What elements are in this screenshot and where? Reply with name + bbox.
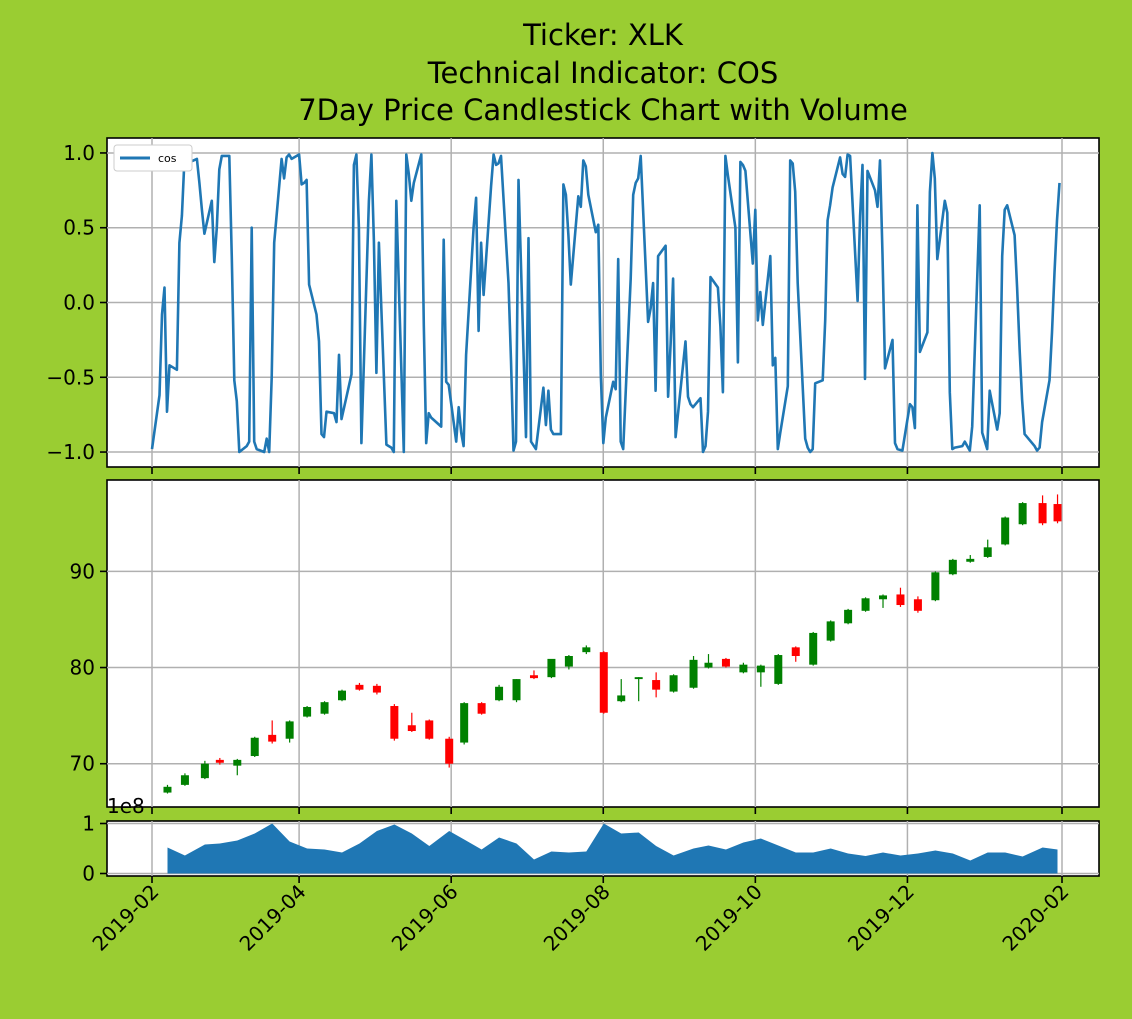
- price-y-ticks: 70 80 90: [70, 559, 107, 776]
- title-line-1: Ticker: XLK: [522, 18, 684, 52]
- candle-body-42: [896, 594, 905, 606]
- candle-body-17: [460, 703, 469, 743]
- title-line-2: Technical Indicator: COS: [427, 56, 779, 90]
- volume-offset-label: 1e8: [107, 794, 145, 818]
- candle-body-10: [338, 690, 346, 701]
- volume-area: [167, 823, 1058, 874]
- candle-body-38: [826, 621, 835, 641]
- candle-body-49: [1018, 503, 1027, 525]
- candle-body-23: [564, 656, 573, 667]
- indicator-panel: 1.0 0.5 0.0 −0.5 −1.0 cos: [46, 137, 1100, 474]
- candle-body-5: [250, 737, 259, 757]
- indicator-ytick-label-4: −1.0: [46, 440, 95, 464]
- candle-body-43: [913, 599, 922, 611]
- candle-body-41: [879, 595, 888, 600]
- candle-body-47: [983, 547, 992, 557]
- indicator-x-ticks: [151, 467, 1063, 474]
- candle-body-51: [1053, 504, 1062, 522]
- candle-body-39: [844, 609, 853, 624]
- indicator-ytick-label-0: 1.0: [63, 141, 95, 165]
- candle-body-16: [445, 738, 454, 764]
- candle-body-37: [809, 632, 818, 665]
- cos-line: [150, 151, 1061, 454]
- candle-body-46: [966, 558, 975, 562]
- price-ytick-label-2: 90: [70, 559, 95, 583]
- candle-body-29: [669, 675, 678, 692]
- candle-body-13: [390, 706, 399, 739]
- candle-body-6: [268, 734, 277, 742]
- volume-ytick-label-1: 1: [82, 812, 95, 836]
- candle-body-22: [547, 658, 556, 678]
- candle-body-36: [791, 647, 800, 657]
- candle-body-32: [721, 658, 730, 667]
- candle-body-4: [233, 759, 242, 766]
- candle-body-20: [512, 679, 521, 701]
- candle-body-27: [634, 677, 643, 680]
- candle-body-44: [931, 572, 940, 601]
- indicator-ytick-label-2: 0.0: [63, 291, 95, 315]
- title-line-3: 7Day Price Candlestick Chart with Volume: [298, 93, 908, 127]
- candle-body-35: [774, 655, 783, 684]
- price-ytick-label-1: 80: [70, 656, 95, 680]
- candle-body-30: [689, 659, 698, 688]
- candlesticks: [163, 494, 1062, 794]
- candle-body-14: [407, 725, 416, 732]
- price-ytick-label-0: 70: [70, 752, 95, 776]
- figure-title: Ticker: XLK Technical Indicator: COS 7Da…: [298, 18, 908, 127]
- candle-body-0: [163, 786, 172, 793]
- indicator-ytick-label-3: −0.5: [46, 365, 95, 389]
- candle-body-19: [495, 686, 504, 701]
- volume-y-ticks: 01: [82, 812, 107, 886]
- candle-body-24: [582, 647, 591, 653]
- candle-body-40: [861, 598, 870, 611]
- candle-body-12: [372, 685, 381, 693]
- volume-x-ticks: [151, 876, 1063, 883]
- candle-body-45: [948, 559, 957, 575]
- volume-ytick-label-0: 0: [82, 862, 95, 886]
- candle-body-8: [303, 706, 312, 717]
- candle-body-34: [756, 665, 765, 673]
- candle-body-25: [599, 652, 608, 713]
- candle-body-18: [477, 703, 486, 714]
- candle-body-11: [355, 684, 364, 690]
- candle-body-50: [1038, 503, 1047, 524]
- candle-body-15: [425, 720, 434, 739]
- candle-body-31: [704, 662, 713, 668]
- candle-body-3: [215, 759, 224, 763]
- candle-body-28: [652, 680, 661, 690]
- legend-box: [113, 144, 193, 172]
- volume-panel: 01 1e8: [82, 794, 1100, 886]
- candle-body-21: [529, 675, 538, 679]
- price-x-ticks: [151, 807, 1063, 814]
- price-panel: 70 80 90: [70, 479, 1100, 814]
- candle-body-33: [739, 664, 748, 673]
- indicator-legend: cos: [113, 144, 193, 172]
- candle-body-48: [1001, 517, 1010, 545]
- candle-body-1: [180, 775, 189, 785]
- candle-body-9: [320, 702, 329, 714]
- legend-label-cos: cos: [158, 152, 177, 165]
- candle-body-26: [617, 695, 626, 702]
- indicator-ytick-label-1: 0.5: [63, 216, 95, 240]
- candle-body-7: [285, 721, 294, 739]
- candle-body-2: [200, 763, 209, 779]
- indicator-y-ticks: 1.0 0.5 0.0 −0.5 −1.0: [46, 141, 107, 464]
